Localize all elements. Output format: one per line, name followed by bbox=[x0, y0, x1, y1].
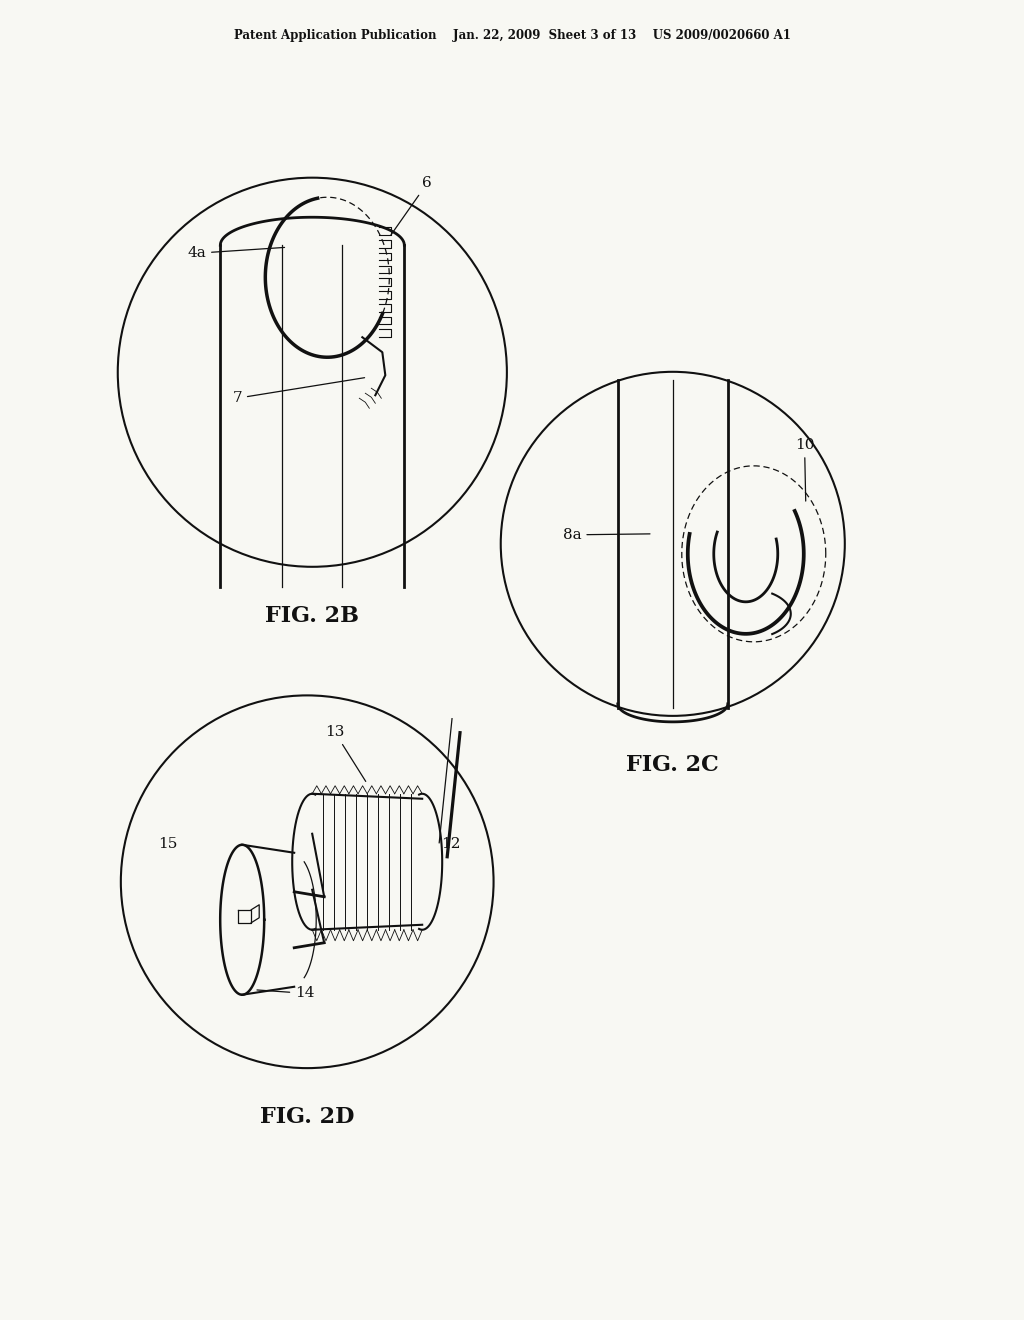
Text: 8a: 8a bbox=[563, 528, 650, 541]
Text: FIG. 2D: FIG. 2D bbox=[260, 1106, 354, 1129]
Text: 13: 13 bbox=[326, 726, 366, 781]
Text: 7: 7 bbox=[232, 378, 365, 405]
Text: 12: 12 bbox=[441, 837, 461, 851]
Text: 4a: 4a bbox=[187, 247, 285, 260]
Text: Patent Application Publication    Jan. 22, 2009  Sheet 3 of 13    US 2009/002066: Patent Application Publication Jan. 22, … bbox=[233, 29, 791, 41]
Text: FIG. 2C: FIG. 2C bbox=[627, 754, 719, 776]
Text: 14: 14 bbox=[257, 986, 314, 1001]
Text: 10: 10 bbox=[795, 438, 814, 502]
Text: FIG. 2B: FIG. 2B bbox=[265, 605, 359, 627]
Text: 15: 15 bbox=[158, 837, 177, 851]
Text: 6: 6 bbox=[391, 177, 432, 235]
